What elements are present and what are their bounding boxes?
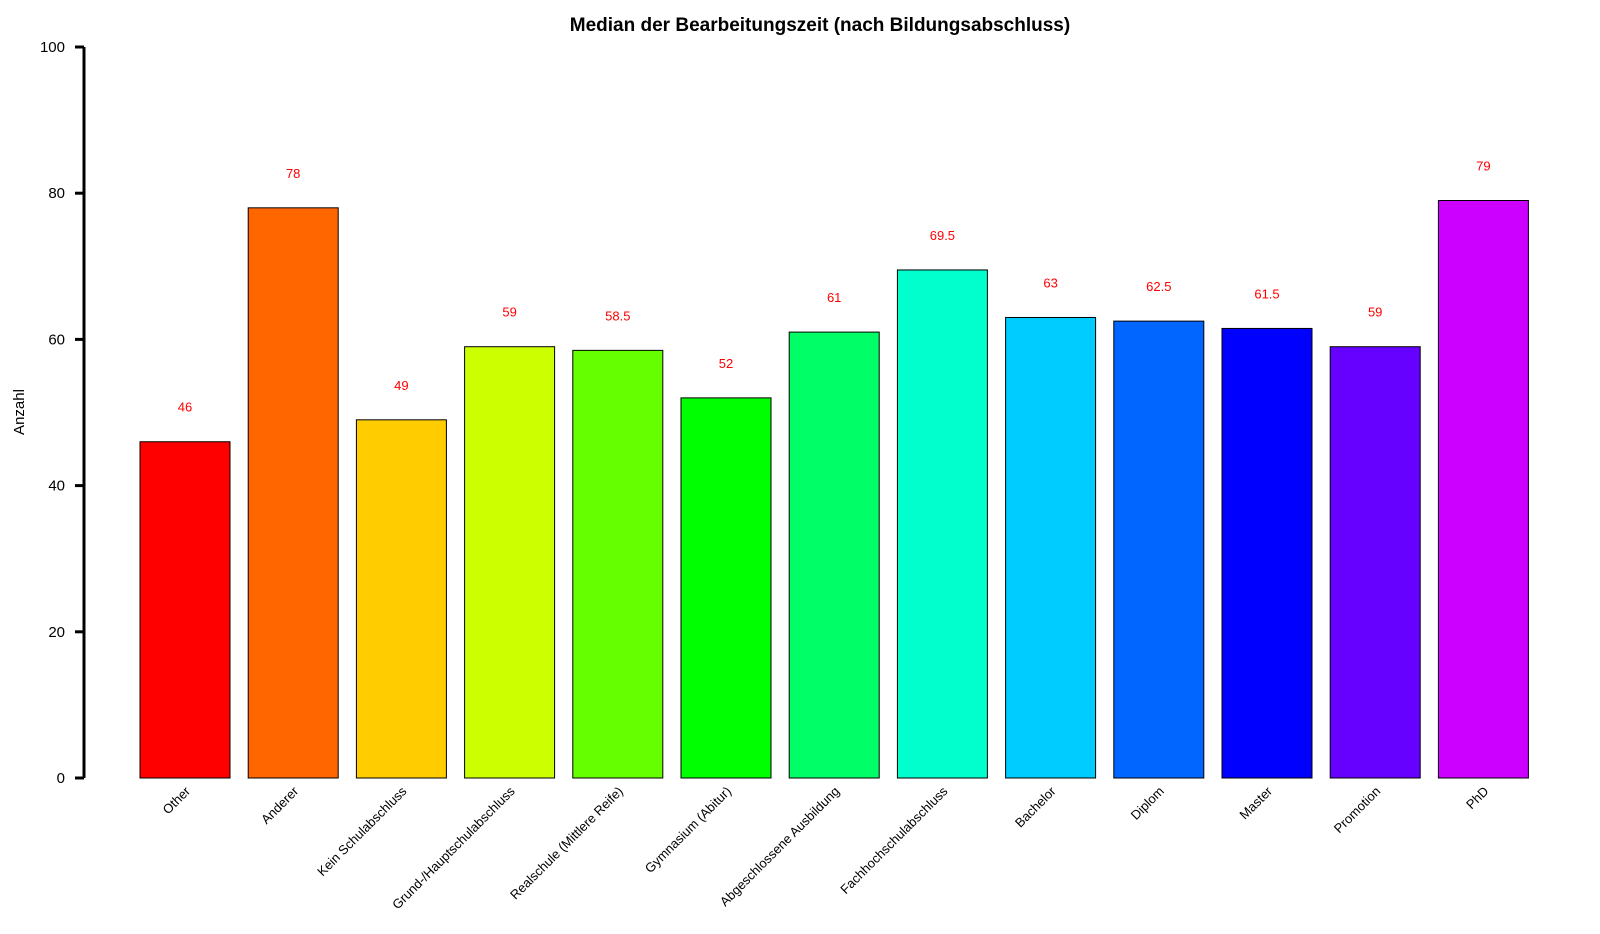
x-tick-labels: Other Anderer Kein SchulabschlussGrund-/Ha… <box>160 783 1492 912</box>
chart-title: Median der Bearbeitungszeit (nach Bildun… <box>570 15 1070 36</box>
y-axis-label: Anzahl <box>11 389 28 435</box>
data-label: 58.5 <box>605 308 630 323</box>
bar <box>1221 327 1313 779</box>
bar <box>680 397 772 779</box>
bar <box>464 346 556 779</box>
x-tick-label: Other <box>160 783 194 817</box>
x-tick-label: Master <box>1236 783 1275 822</box>
x-tick-label: Kein Schulabschluss <box>314 783 410 879</box>
x-tick-label: Realschule (Mittlere Reife) <box>507 784 626 903</box>
x-tick-label: Promotion <box>1331 784 1384 837</box>
bar <box>1437 200 1529 779</box>
bars <box>139 200 1529 779</box>
y-tick-label: 40 <box>48 478 65 495</box>
x-tick-label: Diplom <box>1128 784 1167 823</box>
bar <box>896 269 988 779</box>
bar <box>1113 320 1205 779</box>
x-tick-label: Gymnasium (Abitur) <box>642 784 734 876</box>
data-label: 52 <box>719 356 733 371</box>
x-tick-label: Fachhochschulabschluss <box>837 783 951 897</box>
bar <box>355 419 447 779</box>
bar <box>247 207 339 779</box>
y-axis: 0 20 40 60 80 100 <box>40 39 86 787</box>
data-labels: 46 78 49 59 58.5 52 61 69.5 63 62.5 61.5 59 79 <box>178 159 1491 415</box>
x-tick-label: Anderer <box>258 783 302 827</box>
x-tick-label: Grund-/Hauptschulabschluss <box>389 783 518 912</box>
data-label: 62.5 <box>1146 279 1171 294</box>
data-label: 59 <box>1368 305 1382 320</box>
data-label: 61.5 <box>1254 286 1279 301</box>
data-label: 79 <box>1476 159 1490 174</box>
data-label: 61 <box>827 290 841 305</box>
data-label: 63 <box>1043 275 1057 290</box>
data-label: 59 <box>502 305 516 320</box>
x-tick-label: Bachelor <box>1012 783 1059 830</box>
y-tick-label: 0 <box>57 770 65 787</box>
x-tick-label: PhD <box>1463 784 1491 812</box>
bar <box>1005 316 1097 779</box>
bar <box>1329 346 1421 779</box>
data-label: 46 <box>178 400 192 415</box>
x-tick-label: Abgeschlossene Ausbildung <box>717 784 843 910</box>
y-tick-label: 100 <box>40 39 65 56</box>
data-label: 49 <box>394 378 408 393</box>
y-tick-label: 20 <box>48 624 65 641</box>
bar <box>572 349 664 779</box>
data-label: 69.5 <box>930 228 955 243</box>
bar <box>139 441 231 779</box>
data-label: 78 <box>286 166 300 181</box>
bar <box>788 331 880 779</box>
y-tick-label: 60 <box>48 331 65 348</box>
y-tick-label: 80 <box>48 185 65 202</box>
